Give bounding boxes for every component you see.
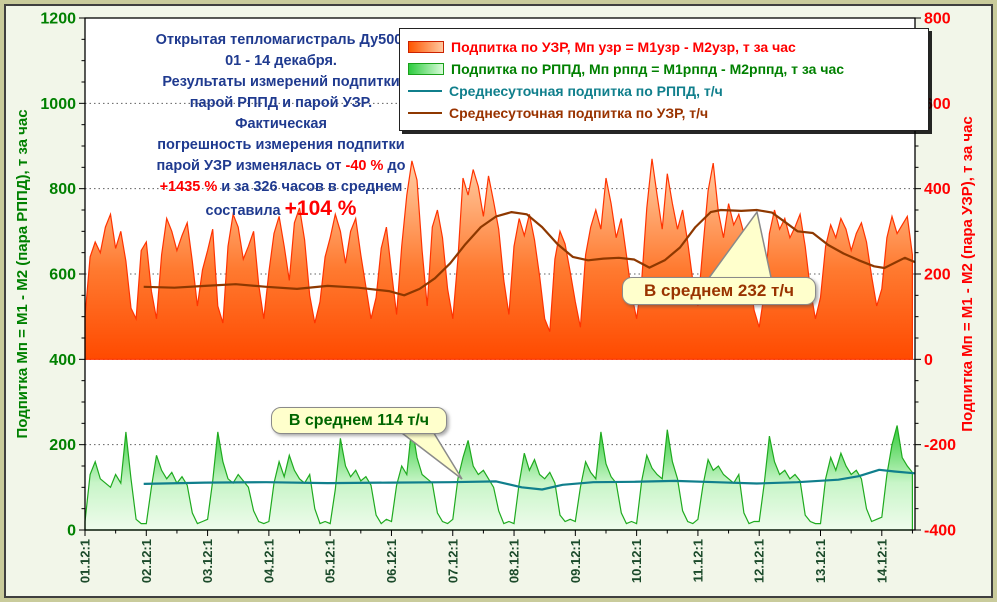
chart-title-line: составила +104 % <box>205 197 357 220</box>
svg-text:13.12:1: 13.12:1 <box>813 539 828 583</box>
svg-text:600: 600 <box>49 267 76 284</box>
left-axis-title: Подпитка Мп = М1 - М2 (пара РППД), т за … <box>14 109 31 438</box>
svg-text:800: 800 <box>49 181 76 198</box>
chart-title-line: погрешность измерения подпитки <box>157 137 405 153</box>
x-axis-ticks <box>84 530 913 536</box>
chart-title-line: парой РППД и парой УЗР. <box>189 95 373 111</box>
uzr-area-series <box>84 158 913 360</box>
svg-text:12.12:1: 12.12:1 <box>752 539 767 583</box>
chart-title-line: Открытая тепломагистраль Ду500, <box>155 32 407 48</box>
svg-text:09.12:1: 09.12:1 <box>568 539 583 583</box>
legend-item-rppd-area: Подпитка по РППД, Мп рппд = М1рппд - М2р… <box>408 58 922 80</box>
svg-text:200: 200 <box>924 267 951 284</box>
legend-label: Подпитка по РППД, Мп рппд = М1рппд - М2р… <box>451 61 845 77</box>
svg-text:-200: -200 <box>924 437 956 454</box>
svg-text:11.12:1: 11.12:1 <box>690 539 705 582</box>
svg-text:800: 800 <box>924 11 951 28</box>
svg-text:600: 600 <box>924 96 951 113</box>
legend: Подпитка по УЗР, Мп узр = М1узр - М2узр,… <box>399 28 929 131</box>
rppd-area-swatch-icon <box>408 63 444 75</box>
svg-text:14.12:1: 14.12:1 <box>874 539 889 583</box>
legend-item-uzr-area: Подпитка по УЗР, Мп узр = М1узр - М2узр,… <box>408 36 922 58</box>
legend-label: Среднесуточная подпитка по УЗР, т/ч <box>449 105 709 121</box>
svg-text:01.12:1: 01.12:1 <box>78 539 93 583</box>
uzr-area-swatch-icon <box>408 41 444 53</box>
right-axis-title: Подпитка Мп = М1 - М2 (пара УЗР), т за ч… <box>959 116 976 432</box>
legend-label: Среднесуточная подпитка по РППД, т/ч <box>449 83 723 99</box>
rppd-line-swatch-icon <box>408 90 442 92</box>
callout-uzr-average-text: В среднем 232 т/ч <box>644 281 794 300</box>
rppd-daily-average-line <box>143 468 916 491</box>
chart-title-line: Результаты измерений подпитки <box>162 74 400 90</box>
legend-item-rppd-avg-line: Среднесуточная подпитка по РППД, т/ч <box>408 80 922 102</box>
svg-text:200: 200 <box>49 437 76 454</box>
svg-text:0: 0 <box>67 523 76 540</box>
svg-text:0: 0 <box>924 352 933 369</box>
svg-text:02.12:1: 02.12:1 <box>139 539 154 583</box>
uzr-line-swatch-icon <box>408 112 442 114</box>
svg-text:08.12:1: 08.12:1 <box>507 539 522 583</box>
axis-ticks <box>79 17 921 531</box>
svg-text:03.12:1: 03.12:1 <box>200 539 215 583</box>
rppd-area-series <box>84 425 913 531</box>
svg-text:1200: 1200 <box>40 11 76 28</box>
chart-title-line: парой УЗР изменялась от -40 % до <box>156 158 406 174</box>
left-axis-tick-labels: 0 200 400 600 800 1000 1200 <box>40 11 76 540</box>
callout-uzr-average: В среднем 232 т/ч <box>622 277 816 305</box>
svg-text:400: 400 <box>924 181 951 198</box>
callout-rppd-average: В среднем 114 т/ч <box>271 407 447 434</box>
chart-title-line: Фактическая <box>235 116 327 132</box>
svg-text:10.12:1: 10.12:1 <box>629 539 644 583</box>
uzr-daily-average-line <box>143 208 916 297</box>
callout-rppd-average-text: В среднем 114 т/ч <box>288 412 430 429</box>
chart-title-line: +1435 % и за 326 часов в среднем <box>159 179 403 195</box>
legend-item-uzr-avg-line: Среднесуточная подпитка по УЗР, т/ч <box>408 102 922 124</box>
x-axis-tick-labels: 01.12:1 02.12:1 03.12:1 04.12:1 05.12:1 06.12… <box>78 539 890 583</box>
chart-title-line: 01 - 14 декабря. <box>225 53 337 69</box>
right-axis-tick-labels: -400 -200 0 200 400 600 800 <box>924 11 956 540</box>
svg-text:-400: -400 <box>924 523 956 540</box>
svg-text:05.12:1: 05.12:1 <box>323 539 338 583</box>
chart-title: Открытая тепломагистраль Ду500, 01 - 14 д… <box>95 30 467 222</box>
legend-label: Подпитка по УЗР, Мп узр = М1узр - М2узр,… <box>451 39 796 55</box>
svg-text:07.12:1: 07.12:1 <box>445 539 460 583</box>
svg-text:400: 400 <box>49 352 76 369</box>
svg-text:06.12:1: 06.12:1 <box>384 539 399 583</box>
svg-text:1000: 1000 <box>40 96 76 113</box>
svg-text:04.12:1: 04.12:1 <box>261 539 276 583</box>
